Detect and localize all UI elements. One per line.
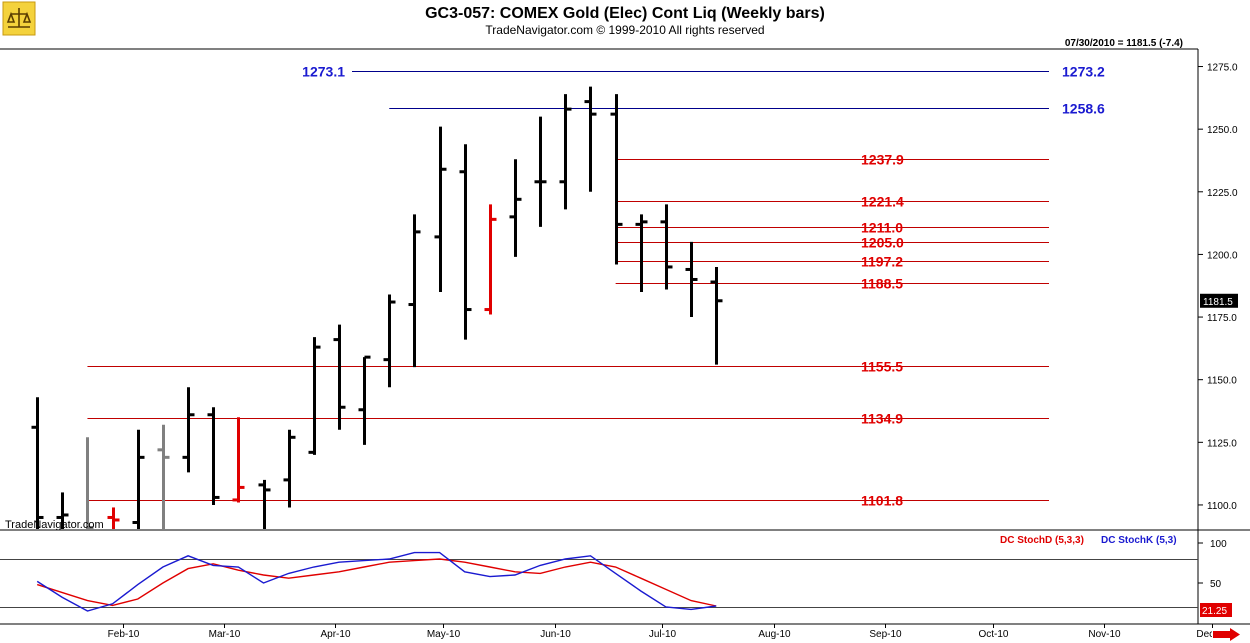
stoch-series-line [36,551,717,612]
chart-title: GC3-057: COMEX Gold (Elec) Cont Liq (Wee… [425,5,825,22]
price-axis-label: 1200.0 [1207,250,1238,261]
date-axis-label: Aug-10 [758,629,791,640]
level-label: 1237.9 [861,152,904,168]
stoch-legend-d: DC StochD (5,3,3) [1000,535,1084,546]
price-axis-label: 1250.0 [1207,125,1238,136]
date-axis-label: Sep-10 [869,629,902,640]
stoch-axis-label: 50 [1210,579,1222,590]
price-axis-label: 1275.0 [1207,63,1238,74]
level-label: 1101.8 [861,493,903,509]
chart-subtitle: TradeNavigator.com © 1999-2010 All right… [485,23,764,37]
price-axis-label: 1150.0 [1207,376,1237,387]
stoch-axis-label: 100 [1210,539,1227,550]
price-axis-label: 1125.0 [1207,438,1237,449]
last-price-label: 1181.5 [1203,297,1233,308]
price-axis: 1100.0 1125.0 1150.0 1175.0 1200.0 1225.0 1250… [1198,63,1238,512]
date-axis-label: Apr-10 [320,629,350,640]
date-axis-label: Jun-10 [540,629,571,640]
price-bars [31,86,723,529]
last-price-box [1200,293,1238,308]
level-label-left: 1273.1 [302,64,345,80]
level-label: 1205.0 [861,235,904,251]
date-axis-label: Feb-10 [108,629,140,640]
date-axis-label: Jul-10 [649,629,677,640]
stoch-last-box [1200,603,1232,617]
date-axis-label: Oct-10 [978,629,1008,640]
level-label: 1258.6 [1062,101,1105,117]
logo-icon [2,1,36,36]
stoch-legend-k: DC StochK (5,3) [1101,535,1177,546]
watermark-text: TradeNavigator.com [5,519,104,531]
level-label: 1273.2 [1062,64,1105,80]
arrow-right-icon [1213,628,1240,641]
level-label: 1197.2 [861,254,903,270]
price-axis-label: 1225.0 [1207,188,1238,199]
date-axis-label: Nov-10 [1088,629,1121,640]
level-label: 1221.4 [861,194,904,210]
level-label: 1188.5 [861,276,903,292]
stochastic-panel: 50 100 DC StochD (5,3,3) DC StochK (5,3) 21.… [0,535,1232,617]
date-axis-label: Mar-10 [209,629,241,640]
last-quote: 07/30/2010 = 1181.5 (-7.4) [1065,38,1183,49]
scroll-right-button[interactable] [1212,628,1240,641]
level-label: 1155.5 [861,359,903,375]
level-lines: 1273.2 1273.1 1258.6 1237.9 1221.4 1211.01205… [87,64,1105,509]
price-axis-label: 1175.0 [1207,313,1237,324]
stoch-last-label: 21.25 [1202,606,1227,617]
level-label: 1211.0 [861,220,903,236]
date-axis-label: May-10 [427,629,461,640]
price-axis-label: 1100.0 [1207,501,1237,512]
level-label: 1134.9 [861,411,903,427]
